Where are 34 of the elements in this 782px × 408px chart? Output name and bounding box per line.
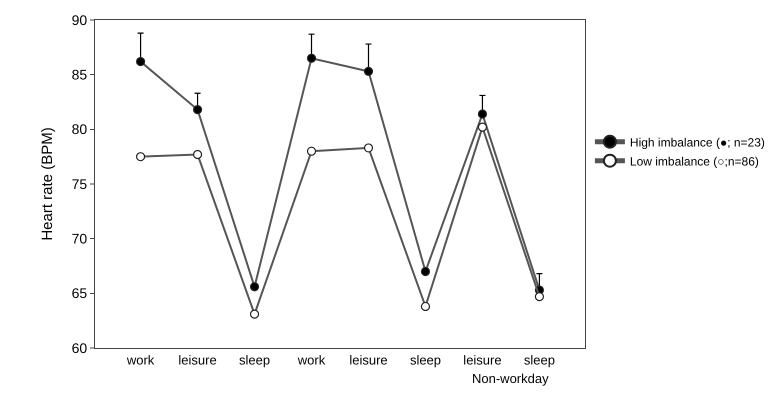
y-axis-title: Heart rate (BPM) <box>38 127 56 241</box>
x-tick-label: sleep <box>410 352 442 368</box>
point <box>250 282 260 292</box>
y-tick-label: 85 <box>72 66 88 83</box>
point <box>420 266 430 276</box>
point <box>306 54 316 63</box>
y-tick-label: 80 <box>72 121 88 138</box>
text: Non-workday <box>472 371 550 386</box>
y-tick-label: 90 <box>72 12 88 28</box>
x-tick-label: leisure <box>178 352 217 368</box>
point <box>420 302 430 312</box>
x-tick-label: sleep <box>524 352 555 368</box>
point <box>364 143 374 153</box>
x-tick-label: leisure <box>349 352 388 368</box>
point <box>192 105 202 114</box>
x-tick-label: sleep <box>238 352 270 368</box>
legend-label: Low imbalance (○;n=86) <box>630 154 759 168</box>
point <box>478 122 488 132</box>
y-tick-label: 75 <box>72 176 88 192</box>
point <box>478 109 488 119</box>
point <box>364 66 374 76</box>
point <box>136 56 146 66</box>
point <box>534 292 544 302</box>
point <box>250 310 260 319</box>
x-tick-label: work <box>126 352 155 368</box>
y-tick-label: 65 <box>72 285 88 302</box>
x-tick-label: leisure <box>463 352 502 368</box>
point <box>136 152 146 162</box>
x-tick-label: work <box>296 352 326 368</box>
point <box>306 146 316 156</box>
point <box>192 150 202 160</box>
y-tick-label: 70 <box>72 230 88 247</box>
legend-label: High imbalance (●; n=23) <box>630 135 765 150</box>
y-tick-label: 60 <box>72 340 88 356</box>
